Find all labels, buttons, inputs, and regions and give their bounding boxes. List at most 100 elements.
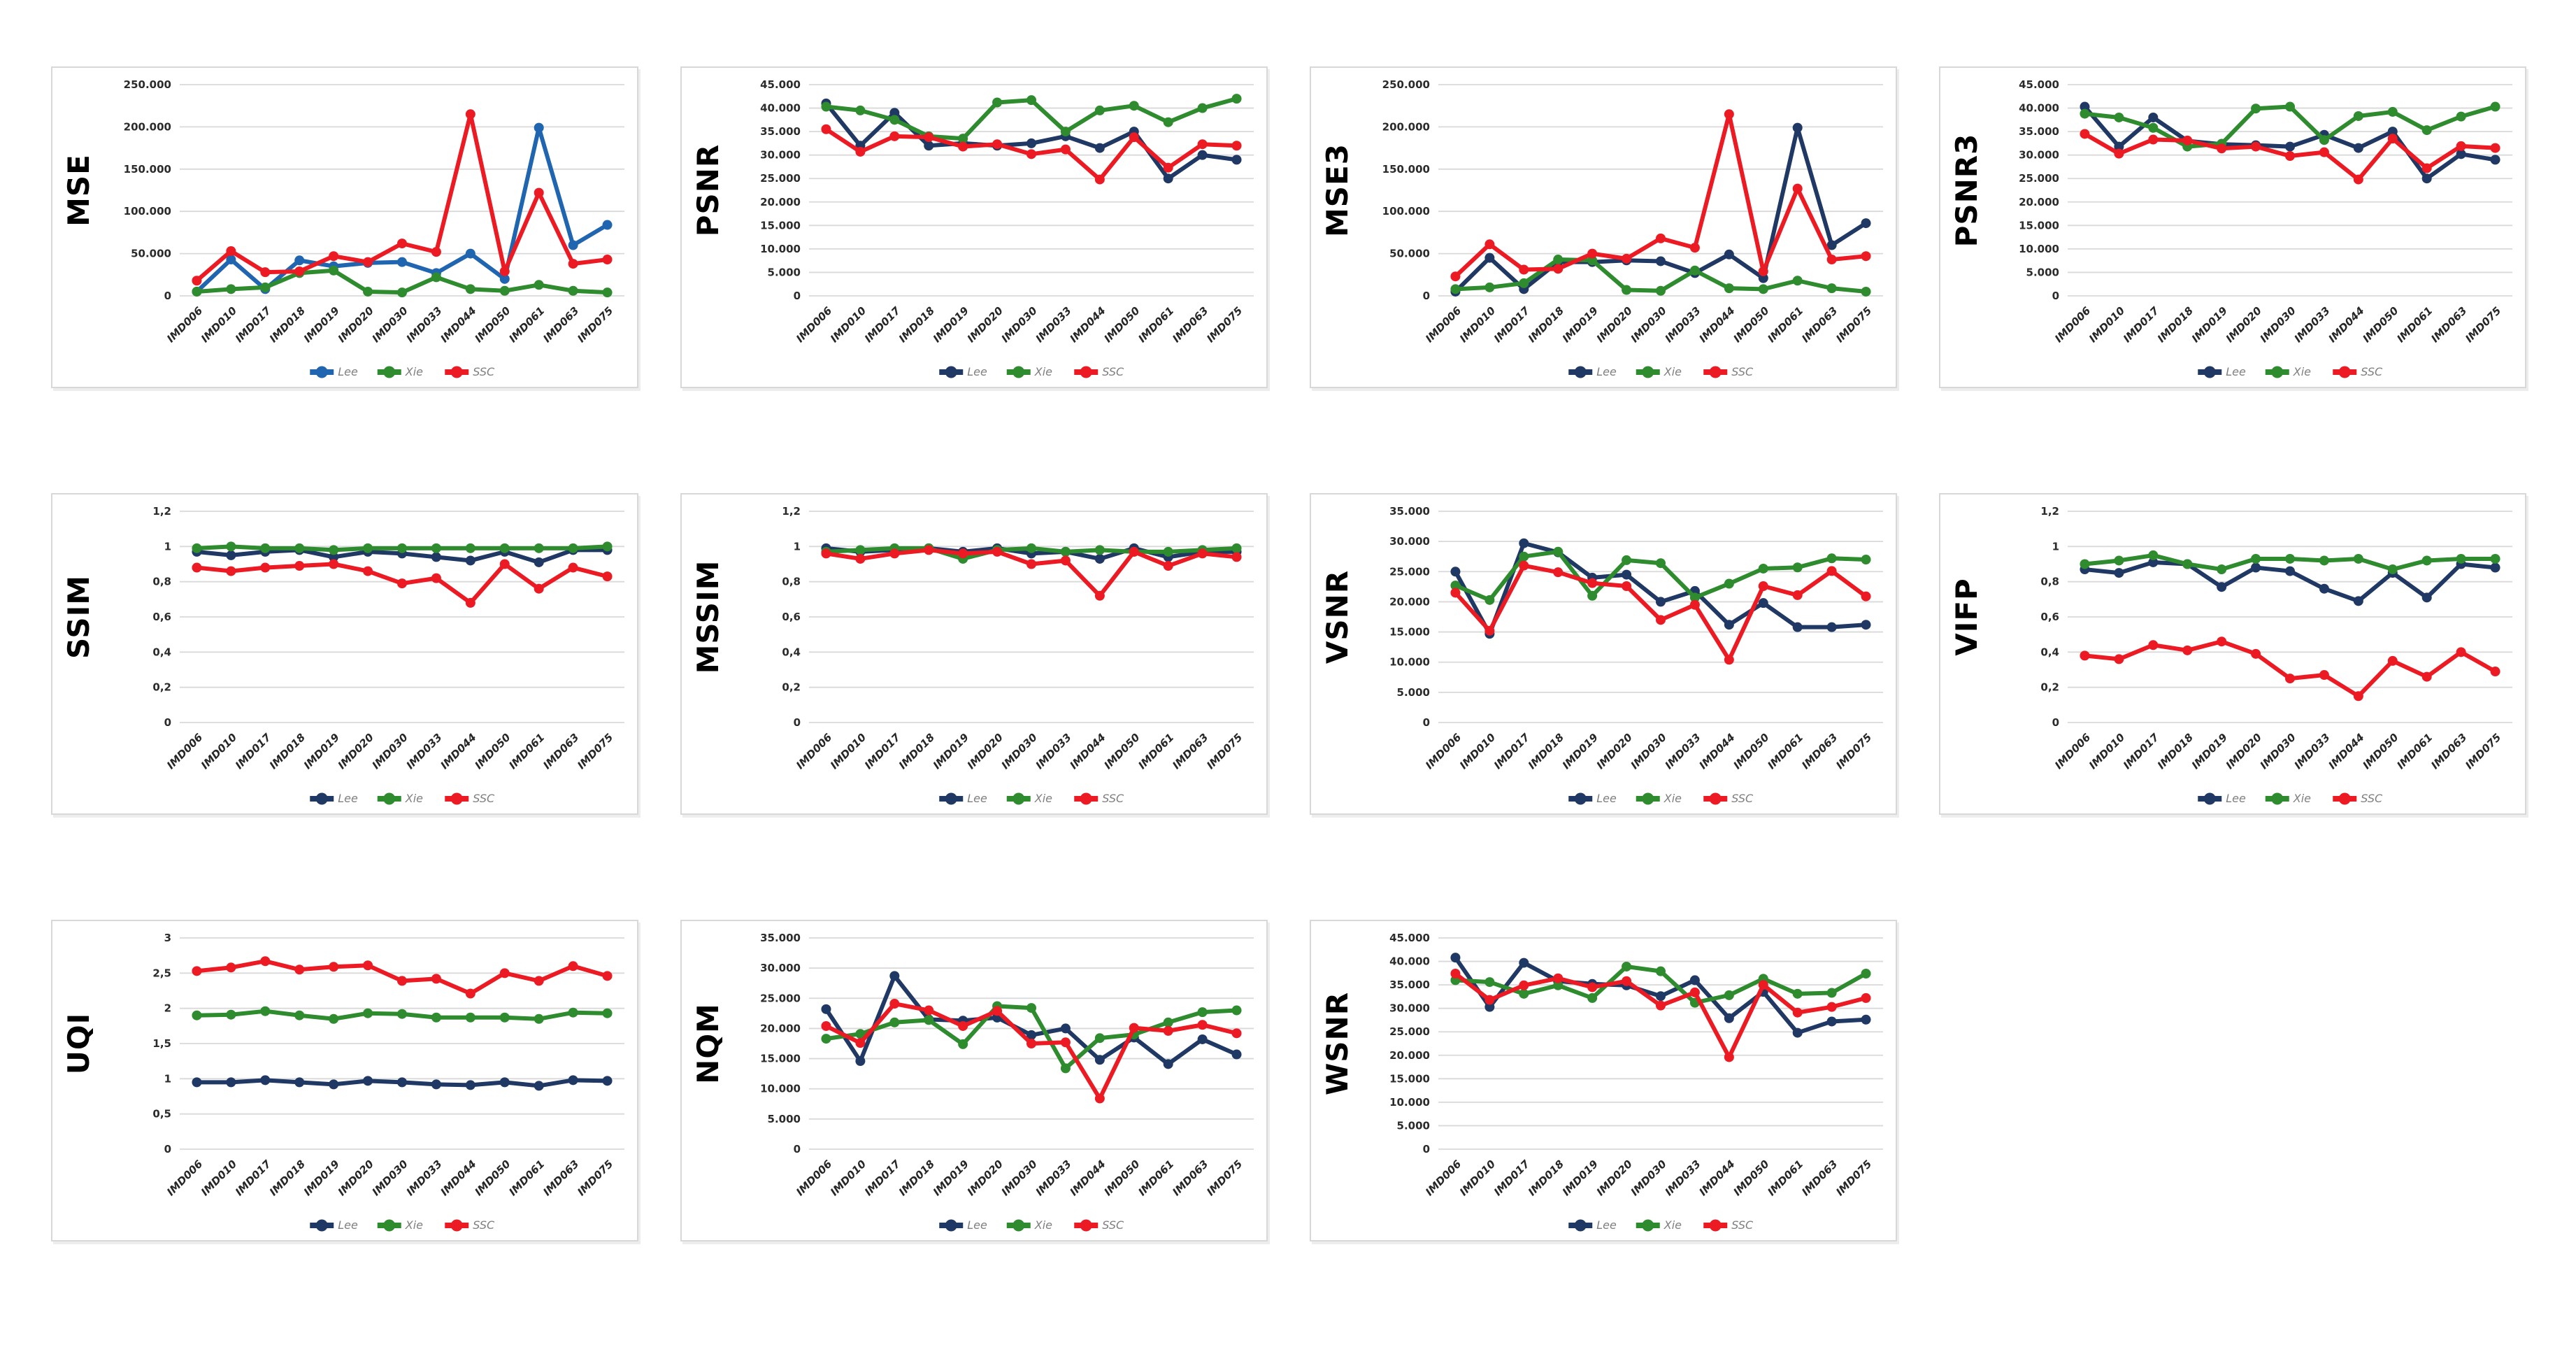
legend-label: SSC [2361,365,2383,378]
data-point-ssc [1129,132,1139,143]
data-point-xie [1197,103,1208,113]
data-point-xie [1026,1003,1036,1013]
legend-label: Xie [2293,365,2311,378]
data-point-ssc [1094,174,1105,185]
x-tick-label: IMD018 [2155,731,2196,771]
data-point-xie [431,272,441,283]
legend-label: Xie [2293,792,2311,805]
data-point-ssc [397,976,407,986]
x-tick-label: IMD061 [506,731,547,771]
data-point-lee [2251,562,2261,573]
data-point-lee [1484,1002,1495,1012]
x-tick-label: IMD050 [1731,1158,1771,1198]
x-tick-label: IMD006 [2052,731,2093,771]
x-tick-label: IMD018 [1526,304,1566,345]
chart-card-wsnr: 45.000 40.000 35.000 30.000 25.000 20.000 15.0… [1310,920,1897,1241]
series-line-ssc [1453,112,1868,279]
data-point-lee [294,255,305,266]
legend-marker [450,792,463,805]
data-point-lee [465,248,475,259]
chart-svg-psnr3: 45.000 40.000 35.000 30.000 25.000 20.000 15.0… [1949,78,2512,378]
x-tick-label: IMD030 [370,731,410,771]
data-point-xie [1826,988,1837,998]
x-tick-label: IMD018 [267,304,308,345]
data-point-ssc [568,562,578,573]
data-point-ssc [260,267,271,278]
y-tick-label: 100.000 [1382,205,1430,218]
legend-label: Xie [1034,1218,1052,1232]
chart-card-vsnr: 35.000 30.000 25.000 20.000 15.000 10.000 5.00… [1310,493,1897,815]
data-point-lee [499,273,510,284]
data-point-xie [2285,101,2295,112]
legend-marker [383,1219,396,1232]
data-point-ssc [329,559,339,569]
data-point-xie [226,284,236,294]
data-point-lee [2285,141,2295,152]
x-tick-label: IMD044 [1696,731,1737,771]
y-tick-label: 1 [164,540,171,553]
y-tick-label: 25.000 [1389,1025,1430,1038]
x-tick-label: IMD061 [1136,1158,1176,1198]
x-tick-label: IMD017 [862,1158,903,1199]
y-tick-label: 0,8 [152,576,171,588]
data-point-ssc [602,571,613,582]
data-point-lee [602,220,613,230]
y-tick-label: 0 [794,290,801,302]
data-point-lee [602,1076,613,1086]
x-tick-label: IMD010 [1457,731,1498,771]
data-point-ssc [1231,1028,1242,1039]
data-point-lee [1163,173,1173,184]
y-tick-label: 35.000 [1389,978,1430,991]
data-point-ssc [2353,691,2363,702]
y-tick-label: 250.000 [1382,78,1430,91]
x-tick-label: IMD044 [438,1158,478,1198]
chart-title: MSE [62,154,96,227]
x-tick-label: IMD050 [472,1158,513,1198]
chart-card-uqi: 3 2,5 2 1,5 1 0,5 0 UQI IMD006 IMD010 IMD017 IMD018… [51,920,638,1241]
data-point-ssc [1484,625,1495,636]
data-point-xie [260,543,271,553]
y-tick-label: 5.000 [768,266,801,278]
x-tick-label: IMD017 [233,304,274,346]
data-point-lee [2114,141,2124,152]
y-tick-label: 0 [2052,716,2059,729]
data-point-ssc [2285,674,2295,684]
data-point-xie [1519,988,1529,999]
y-tick-label: 0,5 [152,1108,171,1120]
data-point-lee [1060,1023,1071,1034]
legend-marker [1080,792,1092,805]
data-point-lee [2490,155,2500,165]
y-tick-label: 35.000 [760,932,801,944]
data-point-lee [821,1004,831,1014]
x-tick-label: IMD006 [794,304,834,345]
data-point-ssc [1861,992,1871,1003]
x-tick-label: IMD075 [575,1158,615,1198]
x-tick-label: IMD044 [2326,731,2366,771]
legend-marker [383,792,396,805]
data-point-ssc [1163,561,1173,571]
data-point-xie [363,543,373,553]
data-point-ssc [1861,591,1871,602]
data-point-xie [397,1009,407,1019]
data-point-xie [1724,990,1734,1000]
data-point-xie [2182,559,2193,569]
data-point-ssc [2421,671,2432,682]
legend-marker [315,366,328,378]
data-point-ssc [226,245,236,256]
x-tick-label: IMD050 [2360,304,2400,345]
data-point-ssc [260,562,271,573]
chart-card-vifp: 1,2 1 0,8 0,6 0,4 0,2 0 VIFP IMD006 IMD010 IMD017 I… [1939,493,2526,815]
data-point-xie [260,1006,271,1016]
data-point-ssc [1450,271,1461,282]
data-point-ssc [1231,552,1242,562]
data-point-ssc [1724,1052,1734,1062]
x-tick-label: IMD044 [1696,304,1737,345]
legend-marker [1709,1219,1722,1232]
data-point-lee [1231,1049,1242,1060]
data-point-xie [1792,988,1803,999]
x-tick-label: IMD006 [1423,304,1464,345]
x-tick-label: IMD075 [1833,304,1874,345]
y-tick-label: 5.000 [1397,1119,1430,1132]
data-point-lee [2353,143,2363,153]
x-tick-label: IMD061 [1765,304,1805,345]
